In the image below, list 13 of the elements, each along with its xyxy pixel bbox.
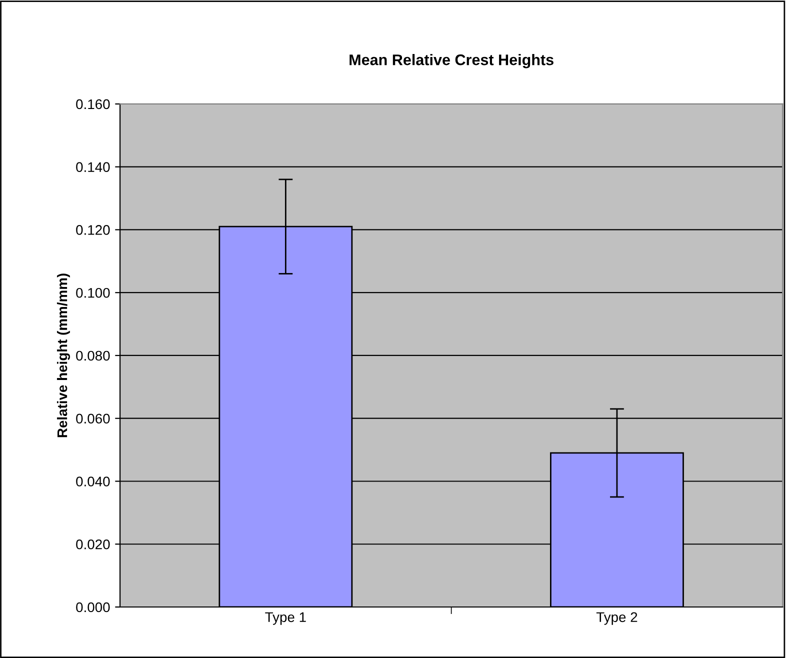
y-tick-label: 0.100 <box>76 288 110 298</box>
y-tick-label: 0.160 <box>76 99 110 110</box>
x-tick-label: Type 1 <box>265 612 306 625</box>
y-axis-title: Relative height (mm/mm) <box>56 274 70 438</box>
y-tick-label: 0.080 <box>76 350 110 361</box>
y-tick-label: 0.120 <box>76 225 110 235</box>
y-tick-label: 0.140 <box>76 162 110 172</box>
y-tick-label: 0.000 <box>76 602 110 612</box>
chart-title: Mean Relative Crest Heights <box>350 54 554 68</box>
y-tick-label: 0.060 <box>76 414 110 424</box>
y-tick-label: 0.020 <box>76 539 110 550</box>
x-tick-label: Type 2 <box>596 612 638 625</box>
y-tick-label: 0.040 <box>76 476 110 486</box>
